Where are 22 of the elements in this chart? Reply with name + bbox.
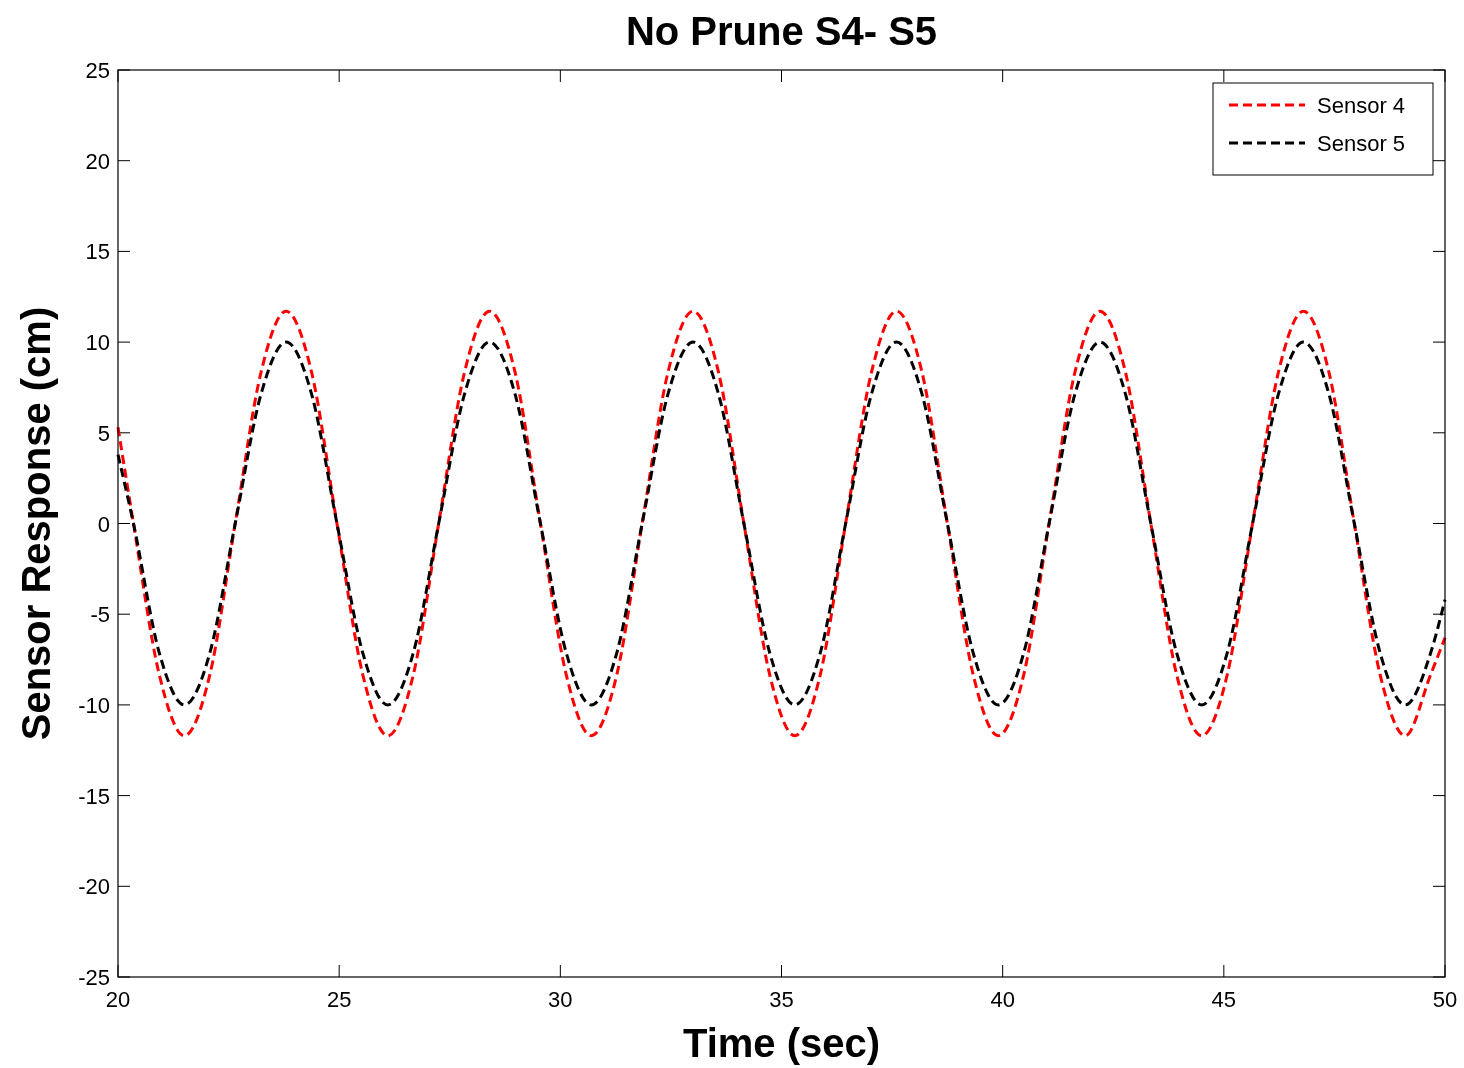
y-tick-label: 15 <box>85 239 110 265</box>
y-tick-label: 10 <box>85 330 110 356</box>
x-tick-label: 30 <box>548 987 573 1012</box>
y-tick-label: 0 <box>97 511 110 537</box>
y-tick-label: 20 <box>85 148 110 174</box>
x-tick-label: 35 <box>769 987 794 1012</box>
y-tick-label: -25 <box>78 965 110 990</box>
x-tick-label: 50 <box>1432 987 1458 1012</box>
y-axis-title: Sensor Response (cm) <box>14 306 58 741</box>
x-axis-title: Time (sec) <box>682 1021 881 1065</box>
y-tick-label: -15 <box>78 783 110 809</box>
y-tick-label: -5 <box>90 602 110 628</box>
y-tick-label: -10 <box>78 692 110 718</box>
y-tick-label: -20 <box>78 874 110 900</box>
x-tick-label: 45 <box>1211 987 1237 1012</box>
y-tick-label: 25 <box>85 58 110 83</box>
chart-title: No Prune S4- S5 <box>625 9 938 53</box>
y-tick-label: 5 <box>97 420 110 446</box>
legend-label: Sensor 5 <box>1317 131 1406 156</box>
x-tick-label: 40 <box>990 987 1015 1012</box>
legend-label: Sensor 4 <box>1317 93 1406 118</box>
x-tick-label: 25 <box>326 987 352 1012</box>
